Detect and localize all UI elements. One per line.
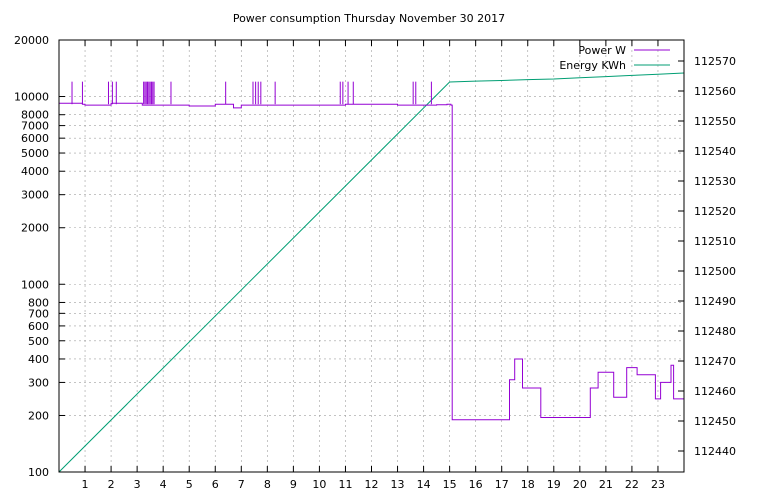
y-right-tick-label: 112460: [694, 385, 736, 398]
x-tick-label: 22: [625, 478, 639, 491]
y-left-tick-label: 300: [28, 376, 49, 389]
y-right-tick-label: 112480: [694, 325, 736, 338]
y-right-tick-label: 112470: [694, 355, 736, 368]
y-right-tick-label: 112520: [694, 205, 736, 218]
y-left-tick-label: 1000: [21, 278, 49, 291]
y-left-tick-label: 500: [28, 335, 49, 348]
x-tick-label: 18: [521, 478, 535, 491]
x-tick-label: 5: [186, 478, 193, 491]
x-tick-label: 16: [469, 478, 483, 491]
x-tick-label: 7: [238, 478, 245, 491]
plot-frame: [58, 39, 685, 473]
x-tick-label: 20: [573, 478, 587, 491]
energy-kwh-line: [58, 72, 685, 473]
y-left-tick-label: 600: [28, 320, 49, 333]
x-tick-label: 4: [160, 478, 167, 491]
legend: Power W Energy KWh: [559, 44, 670, 72]
y-left-tick-label: 8000: [21, 109, 49, 122]
x-tick-label: 10: [312, 478, 326, 491]
x-tick-label: 21: [599, 478, 613, 491]
x-tick-label: 15: [443, 478, 457, 491]
y-right-tick-label: 112530: [694, 175, 736, 188]
legend-label: Energy KWh: [559, 59, 626, 72]
y-left-tick-label: 7000: [21, 120, 49, 133]
y-left-tick-label: 2000: [21, 222, 49, 235]
x-axis: 1 2 3 4 5 6 7 8 9 10 11 12 13 14 15 16 17 18 19 20 21 22 23: [82, 40, 665, 491]
y-left-tick-label: 5000: [21, 147, 49, 160]
x-tick-label: 8: [264, 478, 271, 491]
x-tick-label: 11: [338, 478, 352, 491]
y-right-tick-label: 112450: [694, 415, 736, 428]
legend-label: Power W: [578, 44, 626, 57]
y-right-tick-label: 112500: [694, 265, 736, 278]
x-tick-label: 3: [134, 478, 141, 491]
x-tick-label: 9: [290, 478, 297, 491]
y-left-tick-label: 10000: [14, 91, 49, 104]
y-right-tick-label: 112490: [694, 295, 736, 308]
y-right-tick-label: 112510: [694, 235, 736, 248]
x-tick-label: 23: [651, 478, 665, 491]
y-right-tick-label: 112570: [694, 55, 736, 68]
x-tick-label: 6: [212, 478, 219, 491]
y-right-tick-label: 112550: [694, 115, 736, 128]
x-tick-label: 12: [365, 478, 379, 491]
y-left-tick-label: 6000: [21, 132, 49, 145]
x-tick-label: 13: [391, 478, 405, 491]
y-left-tick-label: 4000: [21, 165, 49, 178]
y-left-tick-label: 3000: [21, 189, 49, 202]
y-left-tick-label: 100: [28, 466, 49, 479]
power-w-line: [59, 102, 684, 421]
y-right-axis: 112440 112450 112460 112470 112480 112490 1125…: [678, 55, 736, 458]
y-left-tick-label: 800: [28, 296, 49, 309]
chart-title: Power consumption Thursday November 30 2…: [233, 12, 505, 25]
y-left-tick-label: 200: [28, 409, 49, 422]
y-left-tick-label: 700: [28, 307, 49, 320]
x-tick-label: 14: [417, 478, 431, 491]
series-layer: [58, 72, 685, 473]
y-right-tick-label: 112440: [694, 445, 736, 458]
y-right-tick-label: 112540: [694, 145, 736, 158]
y-left-tick-label: 20000: [14, 34, 49, 47]
y-right-tick-label: 112560: [694, 85, 736, 98]
y-left-tick-label: 400: [28, 353, 49, 366]
x-tick-label: 17: [495, 478, 509, 491]
x-tick-label: 2: [108, 478, 115, 491]
x-tick-label: 19: [547, 478, 561, 491]
x-tick-label: 1: [82, 478, 89, 491]
